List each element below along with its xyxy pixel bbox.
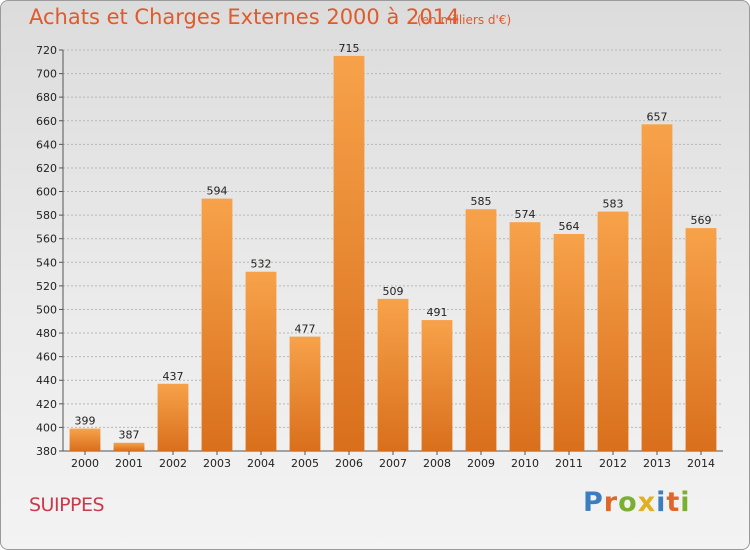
city-name: SUIPPES	[29, 494, 105, 516]
x-tick-label: 2004	[247, 457, 275, 470]
bar	[377, 298, 409, 451]
bar	[597, 211, 629, 451]
x-tick-label: 2008	[423, 457, 451, 470]
bar-value-label: 583	[603, 198, 624, 211]
x-tick-label: 2011	[555, 457, 583, 470]
y-tick-label: 560	[36, 233, 57, 246]
x-tick-label: 2006	[335, 457, 363, 470]
bar-value-label: 594	[207, 185, 228, 198]
bar	[333, 55, 365, 451]
bar	[553, 233, 585, 451]
bar-value-label: 574	[515, 208, 536, 221]
bar	[245, 271, 277, 451]
bar-value-label: 657	[647, 110, 668, 123]
x-tick-label: 2010	[511, 457, 539, 470]
y-tick-label: 380	[36, 445, 57, 458]
logo-letter: i	[656, 487, 667, 518]
y-tick-label: 540	[36, 256, 57, 269]
bar	[157, 383, 189, 451]
bar	[113, 442, 145, 451]
x-tick-label: 2000	[71, 457, 99, 470]
y-tick-label: 480	[36, 327, 57, 340]
x-tick-label: 2003	[203, 457, 231, 470]
y-tick-label: 720	[36, 44, 57, 57]
x-tick-label: 2012	[599, 457, 627, 470]
bar	[201, 198, 233, 451]
y-tick-label: 440	[36, 374, 57, 387]
logo-letter: o	[618, 487, 638, 518]
bar-value-label: 509	[383, 285, 404, 298]
bar	[685, 228, 717, 451]
bar	[69, 428, 101, 451]
x-tick-label: 2005	[291, 457, 319, 470]
bar-value-label: 437	[163, 370, 184, 383]
bar	[465, 209, 497, 451]
y-tick-label: 700	[36, 68, 57, 81]
proxiti-logo[interactable]: Proxiti	[583, 487, 691, 518]
y-tick-label: 400	[36, 421, 57, 434]
bar-value-label: 585	[471, 195, 492, 208]
y-tick-label: 520	[36, 280, 57, 293]
x-tick-label: 2013	[643, 457, 671, 470]
bar	[509, 222, 541, 451]
y-tick-label: 680	[36, 91, 57, 104]
x-tick-label: 2002	[159, 457, 187, 470]
bar-value-label: 399	[75, 415, 96, 428]
bar-value-label: 477	[295, 323, 316, 336]
y-tick-label: 660	[36, 115, 57, 128]
bar	[289, 336, 321, 451]
bar-value-label: 491	[427, 306, 448, 319]
y-tick-label: 640	[36, 138, 57, 151]
bar	[641, 124, 673, 451]
bar	[421, 320, 453, 451]
y-tick-label: 500	[36, 303, 57, 316]
x-tick-label: 2014	[687, 457, 715, 470]
x-tick-label: 2007	[379, 457, 407, 470]
logo-letter: r	[603, 487, 619, 518]
y-tick-label: 620	[36, 162, 57, 175]
y-tick-label: 460	[36, 351, 57, 364]
logo-letter: t	[666, 487, 681, 518]
y-tick-label: 580	[36, 209, 57, 222]
bar-value-label: 387	[119, 429, 140, 442]
bar-value-label: 532	[251, 258, 272, 271]
x-tick-label: 2001	[115, 457, 143, 470]
y-tick-label: 600	[36, 186, 57, 199]
bar-value-label: 564	[559, 220, 580, 233]
logo-letter: x	[637, 487, 657, 518]
logo-letter: i	[680, 487, 691, 518]
logo-letter: P	[583, 487, 604, 518]
chart-title: Achats et Charges Externes 2000 à 2014	[29, 5, 460, 29]
chart-subtitle: (en milliers d'€)	[417, 13, 512, 27]
bar-value-label: 569	[691, 214, 712, 227]
y-tick-label: 420	[36, 398, 57, 411]
x-tick-label: 2009	[467, 457, 495, 470]
bar-value-label: 715	[339, 42, 360, 55]
